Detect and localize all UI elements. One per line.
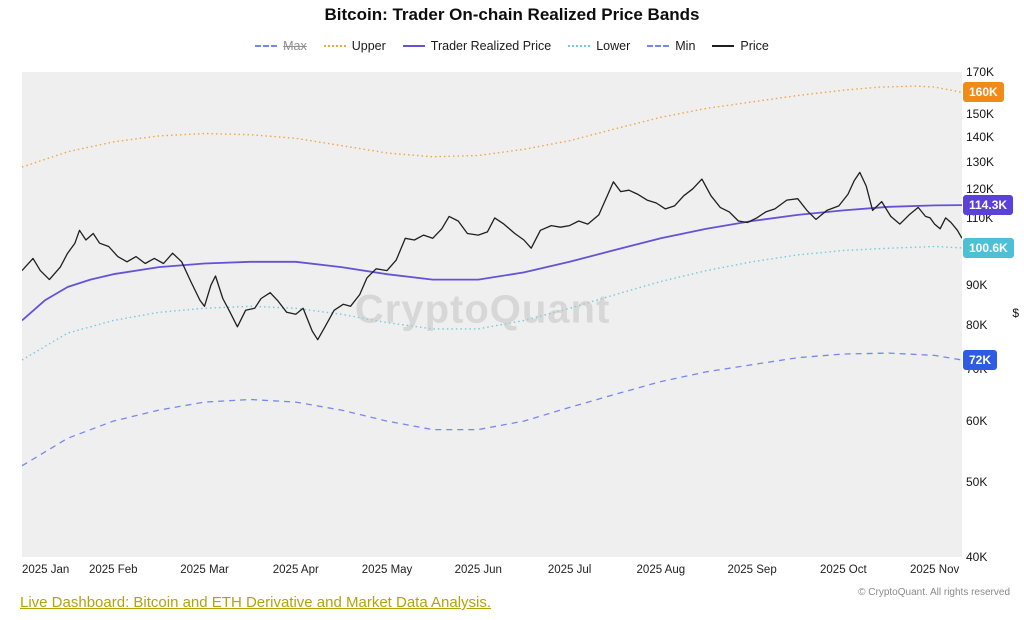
x-tick-10: 2025 Nov — [909, 564, 960, 576]
legend-label-lower: Lower — [596, 39, 631, 53]
x-tick-7: 2025 Aug — [636, 564, 686, 576]
x-tick-9: 2025 Oct — [820, 564, 867, 576]
x-tick-0: 2025 Jan — [22, 564, 70, 576]
y-tick-170K: 170K — [966, 65, 995, 79]
legend-label-trader: Trader Realized Price — [430, 39, 552, 53]
series-price — [22, 171, 962, 341]
chart-title: Bitcoin: Trader On-chain Realized Price … — [324, 5, 700, 24]
badge-100.6K: 100.6K — [963, 237, 1014, 258]
y-tick-90K: 90K — [966, 278, 988, 293]
legend-line-upper — [323, 45, 346, 47]
y-tick-80K: 80K — [966, 317, 988, 332]
chart-canvas[interactable] — [22, 72, 962, 557]
y-tick-60K: 60K — [966, 414, 988, 429]
x-tick-8: 2025 Sep — [727, 564, 777, 576]
series-min — [22, 352, 962, 467]
legend-line-max — [255, 45, 278, 47]
plot-area[interactable]: CryptoQuant — [22, 72, 962, 557]
legend-line-lower — [568, 45, 591, 47]
x-tick-2: 2025 Mar — [180, 564, 229, 576]
badge-72K: 72K — [963, 349, 998, 370]
legend-item-max[interactable]: Max — [255, 39, 307, 53]
legend: Max Upper Trader Realized Price Lower Min Pri… — [0, 39, 1024, 53]
x-tick-6: 2025 Jul — [547, 564, 592, 576]
legend-item-trader[interactable]: Trader Realized Price — [402, 39, 552, 53]
series-lower — [22, 245, 962, 361]
legend-item-min[interactable]: Min — [647, 39, 695, 53]
badge-114.3K: 114.3K — [963, 195, 1014, 216]
legend-label-max: Max — [283, 39, 307, 53]
y-tick-150K: 150K — [966, 106, 995, 121]
legend-item-upper[interactable]: Upper — [323, 39, 386, 53]
legend-label-upper: Upper — [351, 39, 386, 53]
legend-label-min: Min — [675, 39, 696, 53]
y-tick-40K: 40K — [966, 550, 988, 564]
y-tick-140K: 140K — [966, 130, 995, 145]
legend-line-trader — [402, 45, 425, 47]
series-trader — [22, 204, 962, 322]
badge-160K: 160K — [963, 82, 1004, 103]
x-tick-4: 2025 May — [361, 564, 413, 576]
legend-line-price — [712, 45, 735, 47]
y-tick-120K: 120K — [966, 181, 995, 196]
y-tick-50K: 50K — [966, 475, 988, 490]
x-tick-1: 2025 Feb — [88, 564, 138, 576]
x-tick-3: 2025 Apr — [272, 564, 319, 576]
series-upper — [22, 85, 962, 168]
live-dashboard-link[interactable]: Live Dashboard: Bitcoin and ETH Derivati… — [20, 594, 492, 611]
copyright: © CryptoQuant. All rights reserved — [858, 587, 1010, 598]
legend-label-price: Price — [740, 39, 769, 53]
legend-line-min — [647, 45, 670, 47]
y-axis-unit: $ — [1012, 306, 1019, 320]
y-tick-130K: 130K — [966, 154, 995, 169]
legend-item-lower[interactable]: Lower — [568, 39, 630, 53]
legend-item-price[interactable]: Price — [712, 39, 769, 53]
x-tick-5: 2025 Jun — [454, 564, 502, 576]
